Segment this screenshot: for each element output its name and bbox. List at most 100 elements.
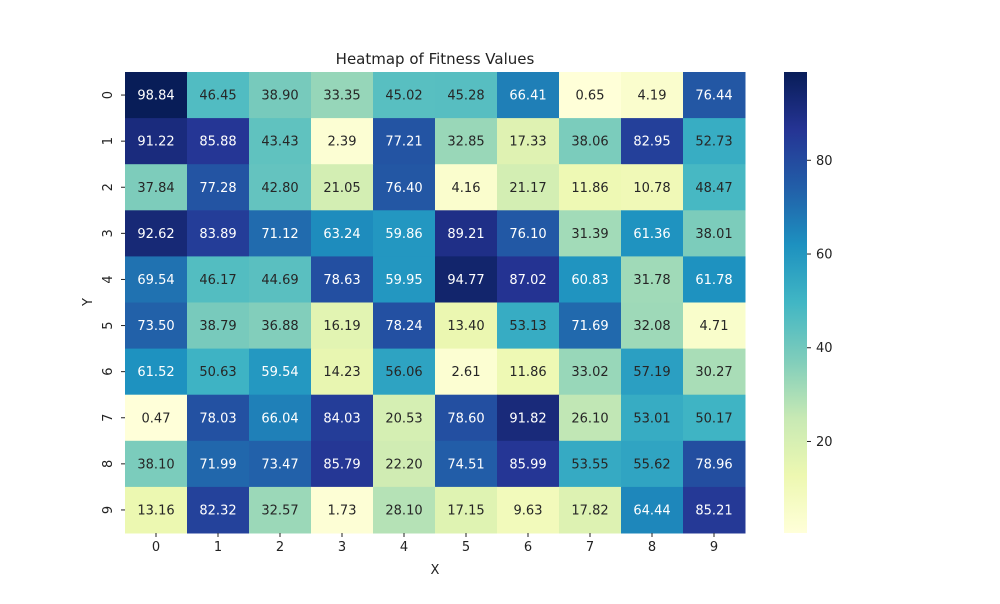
heatmap-cell bbox=[683, 302, 746, 350]
cell-value-label: 55.62 bbox=[633, 457, 670, 472]
cell-value-label: 9.63 bbox=[514, 503, 543, 518]
cell-value-label: 13.40 bbox=[447, 319, 484, 334]
cell-value-label: 2.39 bbox=[328, 135, 357, 150]
cell-value-label: 38.06 bbox=[571, 135, 608, 150]
cell-value-label: 59.54 bbox=[261, 365, 298, 380]
cell-value-label: 63.24 bbox=[323, 227, 360, 242]
x-axis-ticks: 0 1 2 3 4 5 6 7 8 9 bbox=[152, 533, 718, 555]
heatmap-cell bbox=[311, 72, 374, 119]
cell-value-label: 73.50 bbox=[137, 319, 174, 334]
heatmap-cell bbox=[621, 302, 684, 350]
cell-value-label: 53.55 bbox=[571, 457, 608, 472]
heatmap-cell bbox=[125, 302, 188, 350]
cell-value-label: 78.24 bbox=[385, 319, 422, 334]
heatmap-cell bbox=[683, 118, 746, 165]
cell-value-label: 57.19 bbox=[633, 365, 670, 380]
heatmap-cell bbox=[497, 72, 560, 119]
y-tick-label: 5 bbox=[101, 321, 116, 329]
heatmap-cell bbox=[373, 440, 436, 488]
cell-value-label: 94.77 bbox=[447, 273, 484, 288]
x-tick-label: 1 bbox=[214, 540, 222, 555]
cell-value-label: 13.16 bbox=[137, 503, 174, 518]
heatmap-cell bbox=[621, 210, 684, 257]
cell-value-label: 44.69 bbox=[261, 273, 298, 288]
heatmap-cell bbox=[435, 72, 498, 119]
heatmap-cell bbox=[249, 72, 312, 119]
cell-value-label: 32.85 bbox=[447, 135, 484, 150]
heatmap-cell bbox=[497, 210, 560, 257]
heatmap-cell bbox=[249, 210, 312, 257]
heatmap-cell bbox=[435, 348, 498, 396]
heatmap-cell bbox=[559, 394, 622, 442]
y-tick-label: 2 bbox=[101, 183, 116, 191]
y-tick-label: 8 bbox=[101, 460, 116, 468]
heatmap-cell bbox=[559, 256, 622, 303]
cell-value-label: 14.23 bbox=[323, 365, 360, 380]
cell-value-label: 85.99 bbox=[509, 457, 546, 472]
colorbar-ticks: 20 40 60 80 bbox=[807, 154, 833, 450]
cell-value-label: 61.52 bbox=[137, 365, 174, 380]
cell-value-label: 78.63 bbox=[323, 273, 360, 288]
heatmap-cell bbox=[125, 440, 188, 488]
heatmap-cell bbox=[373, 164, 436, 211]
cell-value-label: 53.13 bbox=[509, 319, 546, 334]
heatmap-cell bbox=[621, 72, 684, 119]
heatmap-cell bbox=[373, 210, 436, 257]
cell-value-label: 10.78 bbox=[633, 181, 670, 196]
cell-value-label: 69.54 bbox=[137, 273, 174, 288]
y-tick-label: 7 bbox=[101, 414, 116, 422]
heatmap-cell bbox=[621, 348, 684, 396]
cell-value-label: 76.44 bbox=[695, 89, 732, 104]
cell-value-label: 73.47 bbox=[261, 457, 298, 472]
heatmap-cells bbox=[125, 72, 746, 534]
cell-value-label: 31.78 bbox=[633, 273, 670, 288]
cell-value-label: 22.20 bbox=[385, 457, 422, 472]
heatmap-cell bbox=[497, 486, 560, 534]
cell-value-label: 66.04 bbox=[261, 411, 298, 426]
heatmap-cell bbox=[187, 256, 250, 303]
cell-value-label: 66.41 bbox=[509, 89, 546, 104]
cell-value-label: 1.73 bbox=[328, 503, 357, 518]
colorbar-tick-label: 60 bbox=[816, 248, 833, 263]
heatmap-cell bbox=[559, 164, 622, 211]
cell-value-label: 53.01 bbox=[633, 411, 670, 426]
heatmap-cell bbox=[187, 72, 250, 119]
heatmap-cell bbox=[373, 394, 436, 442]
cell-value-label: 89.21 bbox=[447, 227, 484, 242]
cell-value-label: 45.28 bbox=[447, 89, 484, 104]
cell-value-label: 82.32 bbox=[199, 503, 236, 518]
heatmap-cell bbox=[187, 440, 250, 488]
heatmap-cell bbox=[125, 348, 188, 396]
heatmap-cell bbox=[559, 440, 622, 488]
heatmap-cell bbox=[187, 348, 250, 396]
heatmap-cell bbox=[187, 394, 250, 442]
x-tick-label: 3 bbox=[338, 540, 346, 555]
heatmap-cell bbox=[435, 164, 498, 211]
heatmap-cell bbox=[683, 348, 746, 396]
cell-value-label: 74.51 bbox=[447, 457, 484, 472]
heatmap-cell bbox=[621, 486, 684, 534]
heatmap-cell bbox=[435, 440, 498, 488]
cell-value-label: 36.88 bbox=[261, 319, 298, 334]
heatmap-cell bbox=[373, 118, 436, 165]
cell-value-label: 77.28 bbox=[199, 181, 236, 196]
heatmap-cell-labels: 98.84 46.45 38.90 33.35 45.02 45.28 66.41 0.65 4… bbox=[137, 89, 732, 519]
heatmap-cell bbox=[125, 118, 188, 165]
colorbar-tick-label: 40 bbox=[816, 341, 833, 356]
cell-value-label: 33.02 bbox=[571, 365, 608, 380]
cell-value-label: 4.16 bbox=[452, 181, 481, 196]
x-tick-label: 4 bbox=[400, 540, 408, 555]
x-tick-label: 8 bbox=[648, 540, 656, 555]
x-axis-label: X bbox=[431, 563, 440, 578]
cell-value-label: 17.82 bbox=[571, 503, 608, 518]
cell-value-label: 4.71 bbox=[700, 319, 729, 334]
heatmap-cell bbox=[559, 72, 622, 119]
cell-value-label: 52.73 bbox=[695, 135, 732, 150]
heatmap-cell bbox=[125, 164, 188, 211]
heatmap-cell bbox=[125, 394, 188, 442]
y-tick-label: 4 bbox=[101, 275, 116, 283]
y-tick-label: 1 bbox=[101, 137, 116, 145]
cell-value-label: 32.57 bbox=[261, 503, 298, 518]
cell-value-label: 43.43 bbox=[261, 135, 298, 150]
cell-value-label: 0.65 bbox=[576, 89, 605, 104]
